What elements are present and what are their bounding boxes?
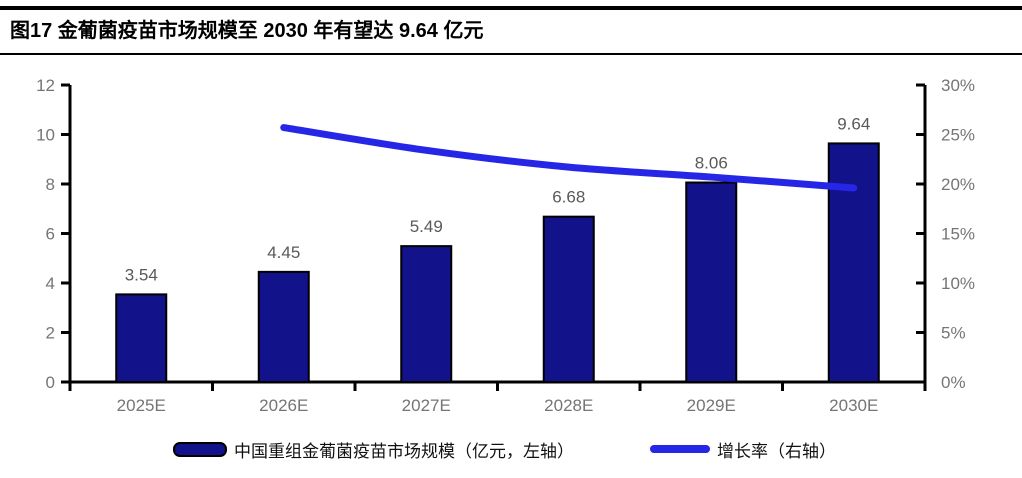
right-axis-tick-label: 15%	[941, 225, 975, 244]
right-axis-tick-label: 5%	[941, 324, 966, 343]
bar-2029E	[685, 181, 738, 383]
growth-rate-line	[280, 124, 858, 192]
bar-data-label: 5.49	[410, 217, 443, 236]
x-axis-category-label: 2027E	[402, 396, 451, 415]
bar-data-label: 3.54	[125, 265, 158, 284]
bar-2028E	[542, 215, 595, 383]
x-axis-category-label: 2026E	[259, 396, 308, 415]
left-axis-tick-label: 0	[46, 373, 55, 392]
left-axis-tick-label: 2	[46, 324, 55, 343]
bar-series-swatch	[173, 441, 227, 457]
bar-data-label: 4.45	[267, 243, 300, 262]
right-axis-tick-label: 25%	[941, 126, 975, 145]
left-axis-tick-label: 8	[46, 175, 55, 194]
right-axis-tick-label: 0%	[941, 373, 966, 392]
legend-label-market-size: 中国重组金葡菌疫苗市场规模（亿元，左轴）	[234, 441, 574, 461]
bar-2025E	[115, 293, 168, 384]
x-axis-category-label: 2028E	[544, 396, 593, 415]
x-axis-category-label: 2030E	[829, 396, 878, 415]
bar-2026E	[257, 270, 310, 383]
figure-title: 图17 金葡菌疫苗市场规模至 2030 年有望达 9.64 亿元	[10, 20, 484, 42]
legend: 中国重组金葡菌疫苗市场规模（亿元，左轴） 增长率（右轴）	[0, 437, 1022, 463]
right-axis-tick-label: 30%	[941, 76, 975, 95]
line-series-swatch	[650, 445, 710, 453]
bar-data-label: 9.64	[837, 114, 870, 133]
right-axis-tick-label: 10%	[941, 274, 975, 293]
x-axis-category-label: 2025E	[117, 396, 166, 415]
left-axis-tick-label: 12	[36, 76, 55, 95]
left-axis-tick-label: 4	[46, 274, 55, 293]
bar-2027E	[400, 245, 453, 383]
legend-item-growth-rate: 增长率（右轴）	[650, 437, 836, 461]
bar-2030E	[827, 142, 880, 383]
bar-data-label: 8.06	[695, 154, 728, 173]
left-axis-tick-label: 10	[36, 126, 55, 145]
legend-item-market-size: 中国重组金葡菌疫苗市场规模（亿元，左轴）	[173, 437, 574, 461]
right-axis-tick-label: 20%	[941, 175, 975, 194]
left-axis-tick-label: 6	[46, 225, 55, 244]
x-axis-category-label: 2029E	[687, 396, 736, 415]
bar-data-label: 6.68	[552, 188, 585, 207]
legend-label-growth-rate: 增长率（右轴）	[717, 441, 836, 461]
figure-title-bar: 图17 金葡菌疫苗市场规模至 2030 年有望达 9.64 亿元	[0, 6, 1022, 55]
